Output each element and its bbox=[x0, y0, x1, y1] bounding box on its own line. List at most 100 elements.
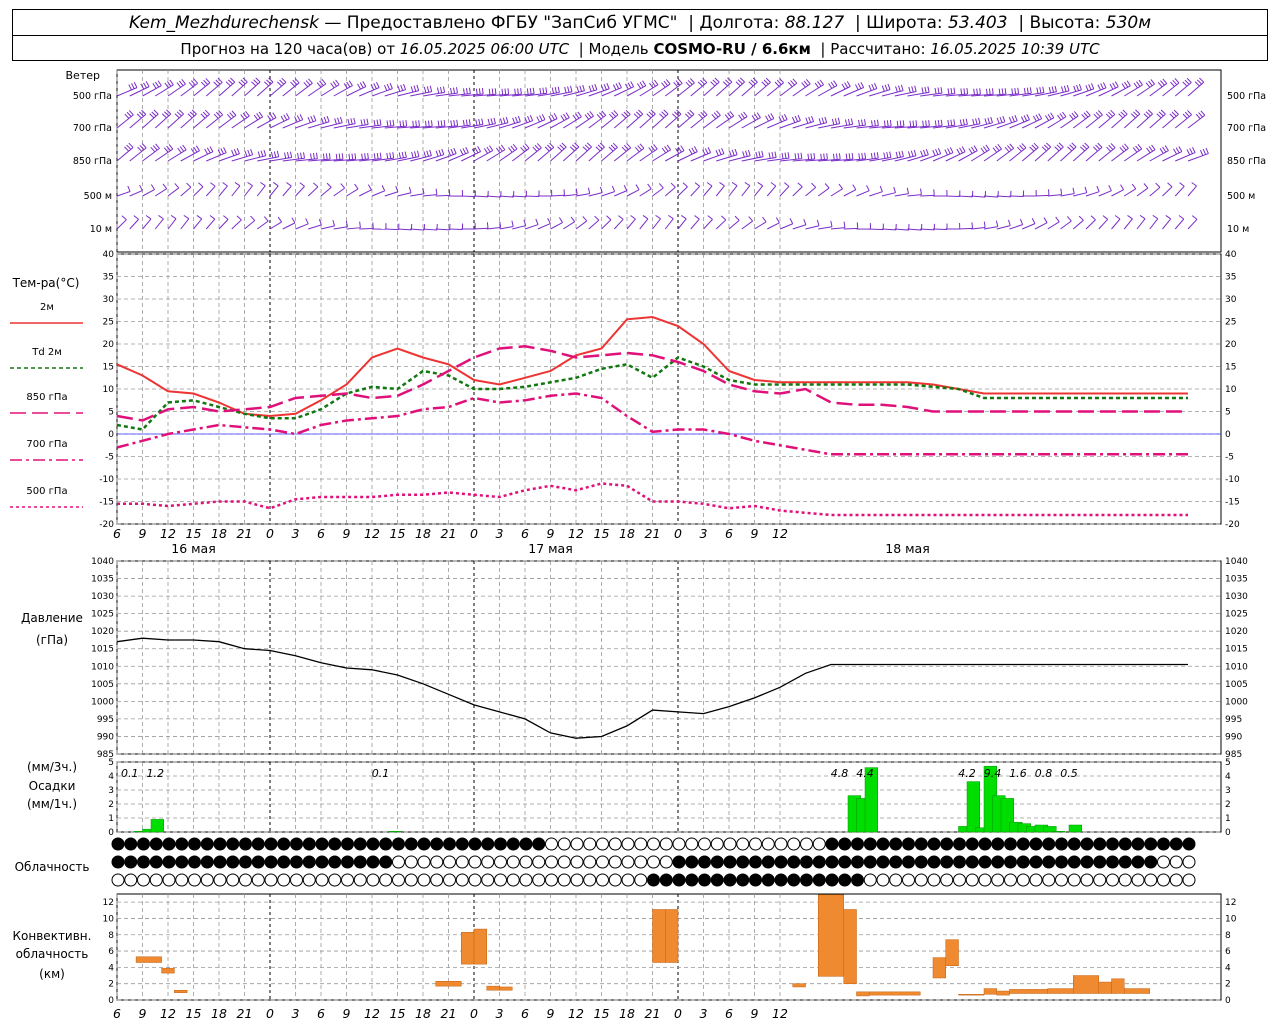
wind-barb-feather bbox=[1039, 87, 1042, 94]
wind-barb-feather bbox=[828, 83, 833, 89]
wind-barb-feather bbox=[1067, 146, 1073, 152]
wind-barb bbox=[359, 222, 374, 230]
wind-barb-feather bbox=[1102, 82, 1107, 89]
conv-tick-left: 0 bbox=[108, 996, 114, 1006]
wind-barb-feather bbox=[386, 152, 389, 159]
wind-barb-feather bbox=[539, 87, 542, 95]
wind-barb bbox=[1162, 109, 1179, 129]
wind-barb-feather bbox=[748, 216, 754, 222]
from-word: от bbox=[377, 40, 396, 58]
wind-barb-feather bbox=[767, 114, 772, 121]
wind-barb-shaft bbox=[792, 158, 815, 162]
wind-barb-feather bbox=[143, 82, 147, 89]
cloud-symbol bbox=[1004, 873, 1017, 887]
conv-bar bbox=[461, 932, 475, 965]
wind-barb-feather bbox=[633, 113, 639, 119]
cloud-symbol bbox=[162, 855, 176, 869]
wind-barb bbox=[779, 78, 798, 97]
wind-barb-feather bbox=[427, 120, 430, 127]
wind-barb-feather bbox=[871, 83, 875, 90]
wind-barb-feather bbox=[1001, 88, 1004, 95]
wind-barb-shaft bbox=[142, 189, 155, 197]
wind-barb-shaft bbox=[613, 147, 631, 162]
conv-hour-label: 12 bbox=[568, 1006, 584, 1021]
wind-barb-feather bbox=[258, 111, 264, 118]
wind-barb-feather bbox=[987, 117, 991, 124]
wind-barb-shaft bbox=[741, 117, 761, 129]
wind-barb bbox=[613, 109, 631, 129]
wind-level-label-left: 10 м bbox=[90, 224, 112, 235]
wind-barb-shaft bbox=[512, 225, 526, 230]
pressure-tick-left: 1010 bbox=[91, 662, 114, 672]
cloud-symbol bbox=[557, 837, 571, 851]
cloud-symbol bbox=[481, 873, 495, 887]
wind-barb-feather bbox=[661, 147, 667, 154]
wind-barb bbox=[869, 223, 884, 231]
cloud-symbol bbox=[302, 855, 316, 869]
wind-barb bbox=[1009, 218, 1024, 230]
wind-barb bbox=[703, 77, 720, 97]
wind-barb-shaft bbox=[116, 219, 127, 230]
temp-hour-label: 15 bbox=[594, 526, 610, 541]
cloud-symbol bbox=[1169, 837, 1183, 851]
wind-barb bbox=[461, 146, 482, 162]
wind-barb-feather bbox=[1029, 146, 1035, 152]
cloud-symbol bbox=[532, 837, 546, 851]
wind-barb-feather bbox=[855, 84, 859, 91]
wind-barb bbox=[384, 223, 400, 231]
cloud-symbol bbox=[953, 873, 966, 887]
header-row-forecast: Прогноз на 120 часа(ов) от 16.05.2025 06… bbox=[180, 40, 1100, 58]
wind-barb-feather bbox=[1106, 146, 1112, 152]
wind-barb-feather bbox=[328, 153, 331, 160]
cloud-symbol bbox=[991, 873, 1005, 887]
wind-barb-shaft bbox=[512, 120, 533, 129]
wind-barb bbox=[1162, 215, 1172, 230]
wind-barb-shaft bbox=[869, 228, 884, 231]
temp-tick-right: 15 bbox=[1225, 363, 1236, 373]
precip-period-label: 0.8 bbox=[1035, 767, 1053, 780]
wind-barb-feather bbox=[1165, 215, 1171, 220]
precip-tick-left: 4 bbox=[108, 772, 114, 782]
wind-barb-shaft bbox=[397, 192, 412, 197]
cloud-symbol bbox=[341, 837, 354, 851]
wind-barb bbox=[231, 215, 242, 230]
wind-barb-feather bbox=[323, 116, 327, 123]
cloud-symbol bbox=[838, 873, 852, 887]
wind-barb-shaft bbox=[716, 154, 738, 162]
wind-barb-feather bbox=[634, 146, 640, 153]
wind-barb bbox=[180, 145, 200, 162]
wind-barb-feather bbox=[498, 146, 503, 152]
wind-barb bbox=[129, 81, 150, 97]
cloud-symbol bbox=[149, 855, 163, 869]
wind-barb bbox=[818, 117, 841, 129]
wind-barb-shaft bbox=[754, 185, 764, 197]
wind-barb-feather bbox=[204, 148, 209, 155]
pressure-tick-right: 1035 bbox=[1225, 575, 1248, 585]
wind-barb-feather bbox=[1172, 79, 1178, 86]
wind-barb-feather bbox=[209, 146, 214, 152]
wind-barb-feather bbox=[928, 120, 930, 127]
wind-barb-feather bbox=[685, 113, 690, 119]
cloud-symbol bbox=[251, 837, 265, 851]
wind-barb-feather bbox=[1002, 116, 1006, 122]
cloud-symbol bbox=[583, 873, 597, 887]
wind-barb-shaft bbox=[932, 124, 955, 129]
wind-barb-feather bbox=[876, 119, 879, 126]
cloud-symbol bbox=[328, 855, 342, 869]
temp-tick-left: -10 bbox=[99, 475, 114, 485]
wind-barb-feather bbox=[909, 120, 912, 127]
precip-unit-3h: (мм/3ч.) bbox=[27, 760, 77, 774]
precip-bar bbox=[1051, 831, 1065, 833]
wind-barb-shaft bbox=[881, 125, 904, 129]
wind-barb-shaft bbox=[524, 195, 540, 198]
wind-barb-shaft bbox=[996, 93, 1019, 97]
wind-barb bbox=[856, 82, 878, 97]
wind-barb bbox=[308, 219, 322, 230]
wind-barb-feather bbox=[152, 83, 157, 89]
wind-barb bbox=[907, 148, 929, 162]
wind-barb-feather bbox=[920, 150, 924, 157]
cloud-symbol bbox=[1004, 837, 1017, 851]
wind-barb-shaft bbox=[1149, 186, 1161, 197]
wind-barb-feather bbox=[244, 150, 248, 157]
